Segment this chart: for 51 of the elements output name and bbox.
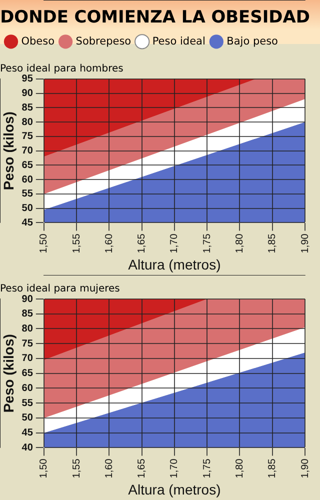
x-tick-label: 1,90 [300, 458, 311, 478]
x-tick-label: 1,50 [38, 233, 50, 254]
x-tick-label: 1,90 [300, 233, 311, 254]
x-tick-label: 1,60 [104, 233, 115, 254]
x-tick-label: 1,70 [169, 233, 180, 254]
chart-title: DONDE COMIENZA LA OBESIDAD [0, 8, 310, 28]
y-tick-label: 55 [22, 398, 34, 409]
y-tick-label: 50 [22, 203, 34, 214]
legend-label: Sobrepeso [76, 35, 132, 48]
x-tick-label: 1,70 [169, 458, 180, 478]
x-tick-label: 1,60 [104, 458, 115, 478]
y-axis-title: Peso (kilos) [0, 334, 16, 413]
x-axis-title: Altura (metros) [128, 256, 221, 272]
y-tick-label: 60 [22, 174, 34, 186]
y-tick-label: 85 [22, 102, 34, 114]
x-tick-label: 1,85 [267, 458, 278, 478]
legend-label: Peso ideal [152, 35, 206, 48]
x-tick-label: 1,85 [267, 233, 278, 254]
x-tick-label: 1,75 [202, 458, 213, 478]
y-tick-label: 40 [22, 442, 34, 454]
y-tick-label: 65 [22, 368, 34, 380]
y-tick-label: 50 [22, 412, 34, 424]
x-tick-label: 1,50 [38, 458, 50, 478]
y-tick-label: 80 [22, 116, 34, 128]
y-tick-label: 45 [22, 217, 34, 228]
y-tick-label: 45 [22, 428, 34, 439]
legend-label: Bajo peso [226, 35, 278, 48]
x-tick-label: 1,55 [71, 233, 82, 254]
y-tick-label: 75 [22, 131, 34, 142]
x-tick-label: 1,80 [234, 233, 246, 254]
y-tick-label: 75 [22, 338, 34, 350]
x-tick-label: 1,65 [136, 233, 148, 254]
y-tick-label: 65 [22, 160, 34, 171]
y-tick-label: 60 [22, 382, 34, 394]
x-tick-label: 1,75 [202, 233, 213, 254]
y-tick-label: 80 [22, 323, 34, 334]
chart-subtitle: Peso ideal para mujeres [0, 284, 120, 295]
y-tick-label: 70 [22, 146, 34, 157]
y-tick-label: 85 [22, 308, 34, 320]
x-axis-title: Altura (metros) [128, 481, 221, 498]
x-tick-label: 1,80 [234, 458, 246, 478]
y-tick-label: 55 [22, 188, 34, 200]
y-tick-label: 90 [22, 294, 34, 305]
chart-subtitle: Peso ideal para hombres [0, 63, 124, 74]
x-tick-label: 1,55 [71, 458, 82, 478]
y-tick-label: 90 [22, 88, 34, 100]
y-tick-label: 70 [22, 353, 34, 364]
x-tick-label: 1,65 [136, 458, 148, 478]
legend-label: Obeso [21, 35, 55, 48]
y-tick-label: 95 [22, 74, 34, 85]
y-axis-title: Peso (kilos) [0, 112, 16, 190]
